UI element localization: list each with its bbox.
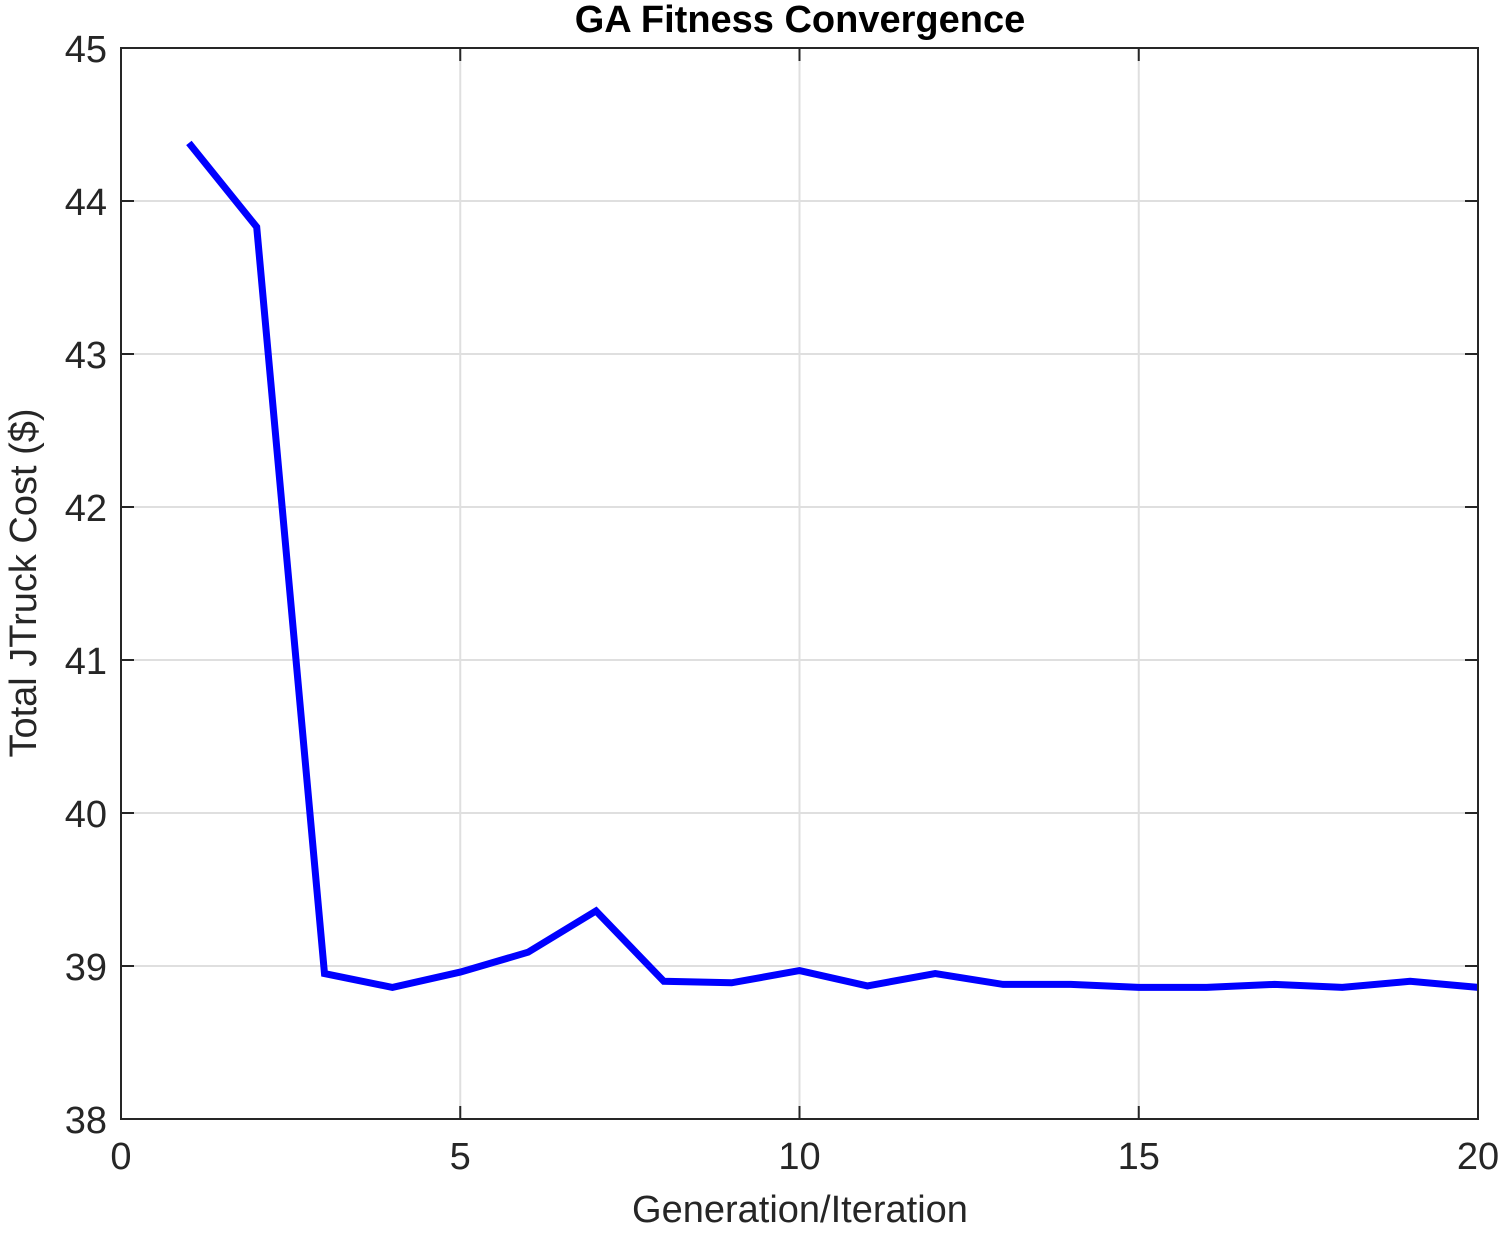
x-axis-label: Generation/Iteration [632, 1189, 968, 1231]
y-tick-label: 44 [65, 182, 107, 224]
x-tick-label: 0 [110, 1136, 131, 1178]
tick-marks [120, 47, 1479, 1120]
y-tick-label: 41 [65, 641, 107, 683]
chart-title: GA Fitness Convergence [575, 0, 1026, 41]
x-tick-label: 5 [450, 1136, 471, 1178]
x-tick-label: 15 [1118, 1136, 1160, 1178]
grid-lines [121, 48, 1478, 1119]
y-axis-label: Total JTruck Cost ($) [3, 408, 45, 757]
y-tick-label: 45 [65, 29, 107, 71]
y-tick-label: 42 [65, 488, 107, 530]
y-tick-label: 40 [65, 794, 107, 836]
series-line [186, 140, 1479, 991]
x-tick-label: 20 [1457, 1136, 1499, 1178]
series-layer [186, 140, 1479, 991]
y-tick-label: 38 [65, 1100, 107, 1142]
y-tick-label: 43 [65, 335, 107, 377]
x-tick-label: 10 [778, 1136, 820, 1178]
tick-labels: 0 5 10 15 20 38 39 40 41 42 43 44 45 [65, 29, 1499, 1178]
y-tick-label: 39 [65, 947, 107, 989]
